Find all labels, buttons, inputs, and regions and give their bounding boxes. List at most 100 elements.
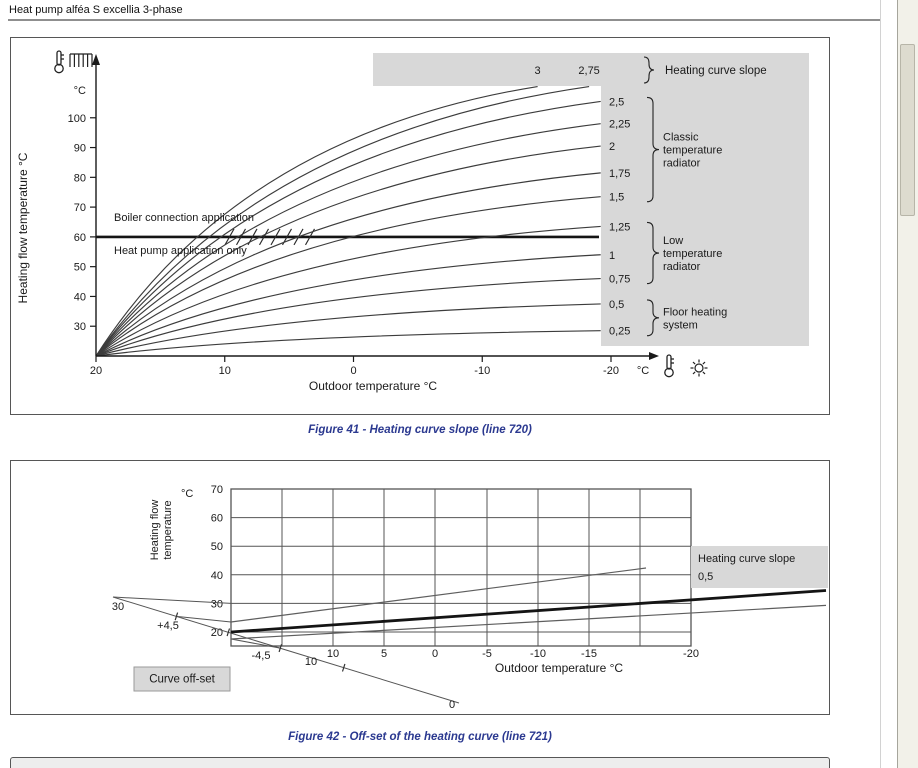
heating-curve <box>95 196 601 357</box>
y-axis-title-line1: Heating flow <box>149 500 161 561</box>
slope-value-label: 1 <box>609 250 615 262</box>
offset-axis-tick <box>226 628 231 637</box>
slope-value-label: 2 <box>609 141 615 153</box>
heating-curve <box>95 225 601 357</box>
offset-axis-label: 30 <box>112 601 124 613</box>
legend-brace <box>646 221 660 285</box>
heating-curve <box>95 123 601 357</box>
offset-axis-tick <box>341 663 346 672</box>
chart-shape <box>702 371 706 375</box>
thermometer-icon <box>54 50 64 74</box>
y-axis-arrow <box>92 54 100 65</box>
heating-curve <box>95 330 601 357</box>
sun-icon <box>690 359 708 377</box>
y-tick-label: 70 <box>211 484 223 496</box>
hatch-mark <box>258 228 270 246</box>
x-axis-arrow <box>649 352 659 360</box>
grid-frame <box>230 488 692 647</box>
slope-value-label: 1,25 <box>609 221 630 233</box>
x-tick-label: 10 <box>219 365 231 377</box>
scrollbar-track[interactable] <box>897 0 918 768</box>
y-tick-label: 30 <box>74 321 86 333</box>
slope-value-label: 0,5 <box>609 299 624 311</box>
slope-value-label: 2,5 <box>609 96 624 108</box>
chart-shape <box>692 361 696 365</box>
heating-curve <box>95 278 601 357</box>
legend-group-label: temperature <box>663 145 722 157</box>
legend-group-label: temperature <box>663 248 722 260</box>
offset-axis-label: 10 <box>305 656 317 668</box>
heating-curve <box>95 100 601 357</box>
header-rule <box>8 19 881 21</box>
legend-group-label: Classic <box>663 132 699 144</box>
curve-offset-minus-4-5 <box>230 604 827 640</box>
slope-value-label: 2,75 <box>578 65 599 77</box>
x-tick-label: 20 <box>90 365 102 377</box>
figure-42-box: 70 60 50 40 30 20 10 5 0 -5 -10 -15 -20 30 +4,5 -4,5 10 0… <box>10 460 830 715</box>
x-tick-label: 0 <box>432 648 438 660</box>
curve-offset-plus-4-5 <box>230 567 647 623</box>
x-tick-label: 0 <box>350 365 356 377</box>
annotation-boiler-application: Boiler connection application <box>114 212 254 224</box>
legend-group-label: Floor heating <box>663 306 727 318</box>
x-axis-title: Outdoor temperature °C <box>309 379 438 393</box>
x-tick-label: -15 <box>581 648 597 660</box>
legend-group-label: radiator <box>663 261 701 273</box>
heating-curve <box>95 85 590 357</box>
hatch-mark <box>270 228 281 246</box>
y-tick-label: 100 <box>68 113 86 125</box>
offset-label-box <box>133 666 231 692</box>
chart-shape <box>702 361 706 365</box>
legend-brace <box>643 56 655 84</box>
y-tick-label: 70 <box>74 202 86 214</box>
figure-41-heating-curve-chart: 3 2,752,52,2521,751,51,2510,750,50,251009… <box>16 50 809 393</box>
slope-value-text: 0,5 <box>698 571 713 583</box>
chart-shape <box>692 371 696 375</box>
offset-connector-line <box>176 615 232 623</box>
slope-value-label: 3 <box>535 65 541 77</box>
offset-axis-line <box>112 596 460 704</box>
offset-connector-line <box>112 596 232 604</box>
chart-shape <box>694 363 704 373</box>
scrollbar-thumb[interactable] <box>900 44 915 216</box>
heating-curve <box>95 303 601 357</box>
radiator-icon <box>69 53 93 67</box>
y-unit-label: °C <box>74 85 86 97</box>
x-tick-label: 10 <box>327 648 339 660</box>
hatch-mark <box>235 228 247 246</box>
slope-label-box <box>691 546 828 588</box>
x-tick-label: -5 <box>482 648 492 660</box>
curve-slope-0-5 <box>230 589 827 634</box>
y-tick-label: 30 <box>211 598 223 610</box>
x-tick-label: 5 <box>381 648 387 660</box>
x-unit-label: °C <box>637 365 649 377</box>
heating-curve <box>95 254 601 357</box>
slope-value-label: 2,25 <box>609 119 630 131</box>
chart-shape <box>54 63 64 74</box>
annotation-heat-pump-application: Heat pump application only <box>114 245 247 257</box>
x-tick-label: -20 <box>683 648 699 660</box>
offset-axis-label: -4,5 <box>252 650 271 662</box>
offset-axis-tick <box>174 612 179 621</box>
legend-group-label: system <box>663 319 698 331</box>
next-figure-box-partial <box>10 757 830 768</box>
slope-value-label: 1,5 <box>609 192 624 204</box>
offset-connector-line <box>230 638 281 649</box>
x-tick-label: -10 <box>474 365 490 377</box>
heating-curve <box>95 172 601 357</box>
legend-brace <box>646 299 660 337</box>
y-tick-label: 90 <box>74 143 86 155</box>
figure-42-caption: Figure 42 - Off-set of the heating curve… <box>288 731 552 743</box>
offset-axis-label: 0 <box>449 699 455 711</box>
legend-top-strip <box>373 53 809 86</box>
legend-group-label: radiator <box>663 158 701 170</box>
chart-shape <box>666 354 672 370</box>
y-tick-label: 50 <box>74 262 86 274</box>
y-axis-title-line2: temperature <box>162 500 174 559</box>
page-edge-line <box>880 0 881 768</box>
legend-title: Heating curve slope <box>665 65 767 77</box>
slope-label-text: Heating curve slope <box>698 553 795 565</box>
y-tick-label: 40 <box>74 291 86 303</box>
offset-axis-label: +4,5 <box>157 620 179 632</box>
y-tick-label: 60 <box>211 513 223 525</box>
